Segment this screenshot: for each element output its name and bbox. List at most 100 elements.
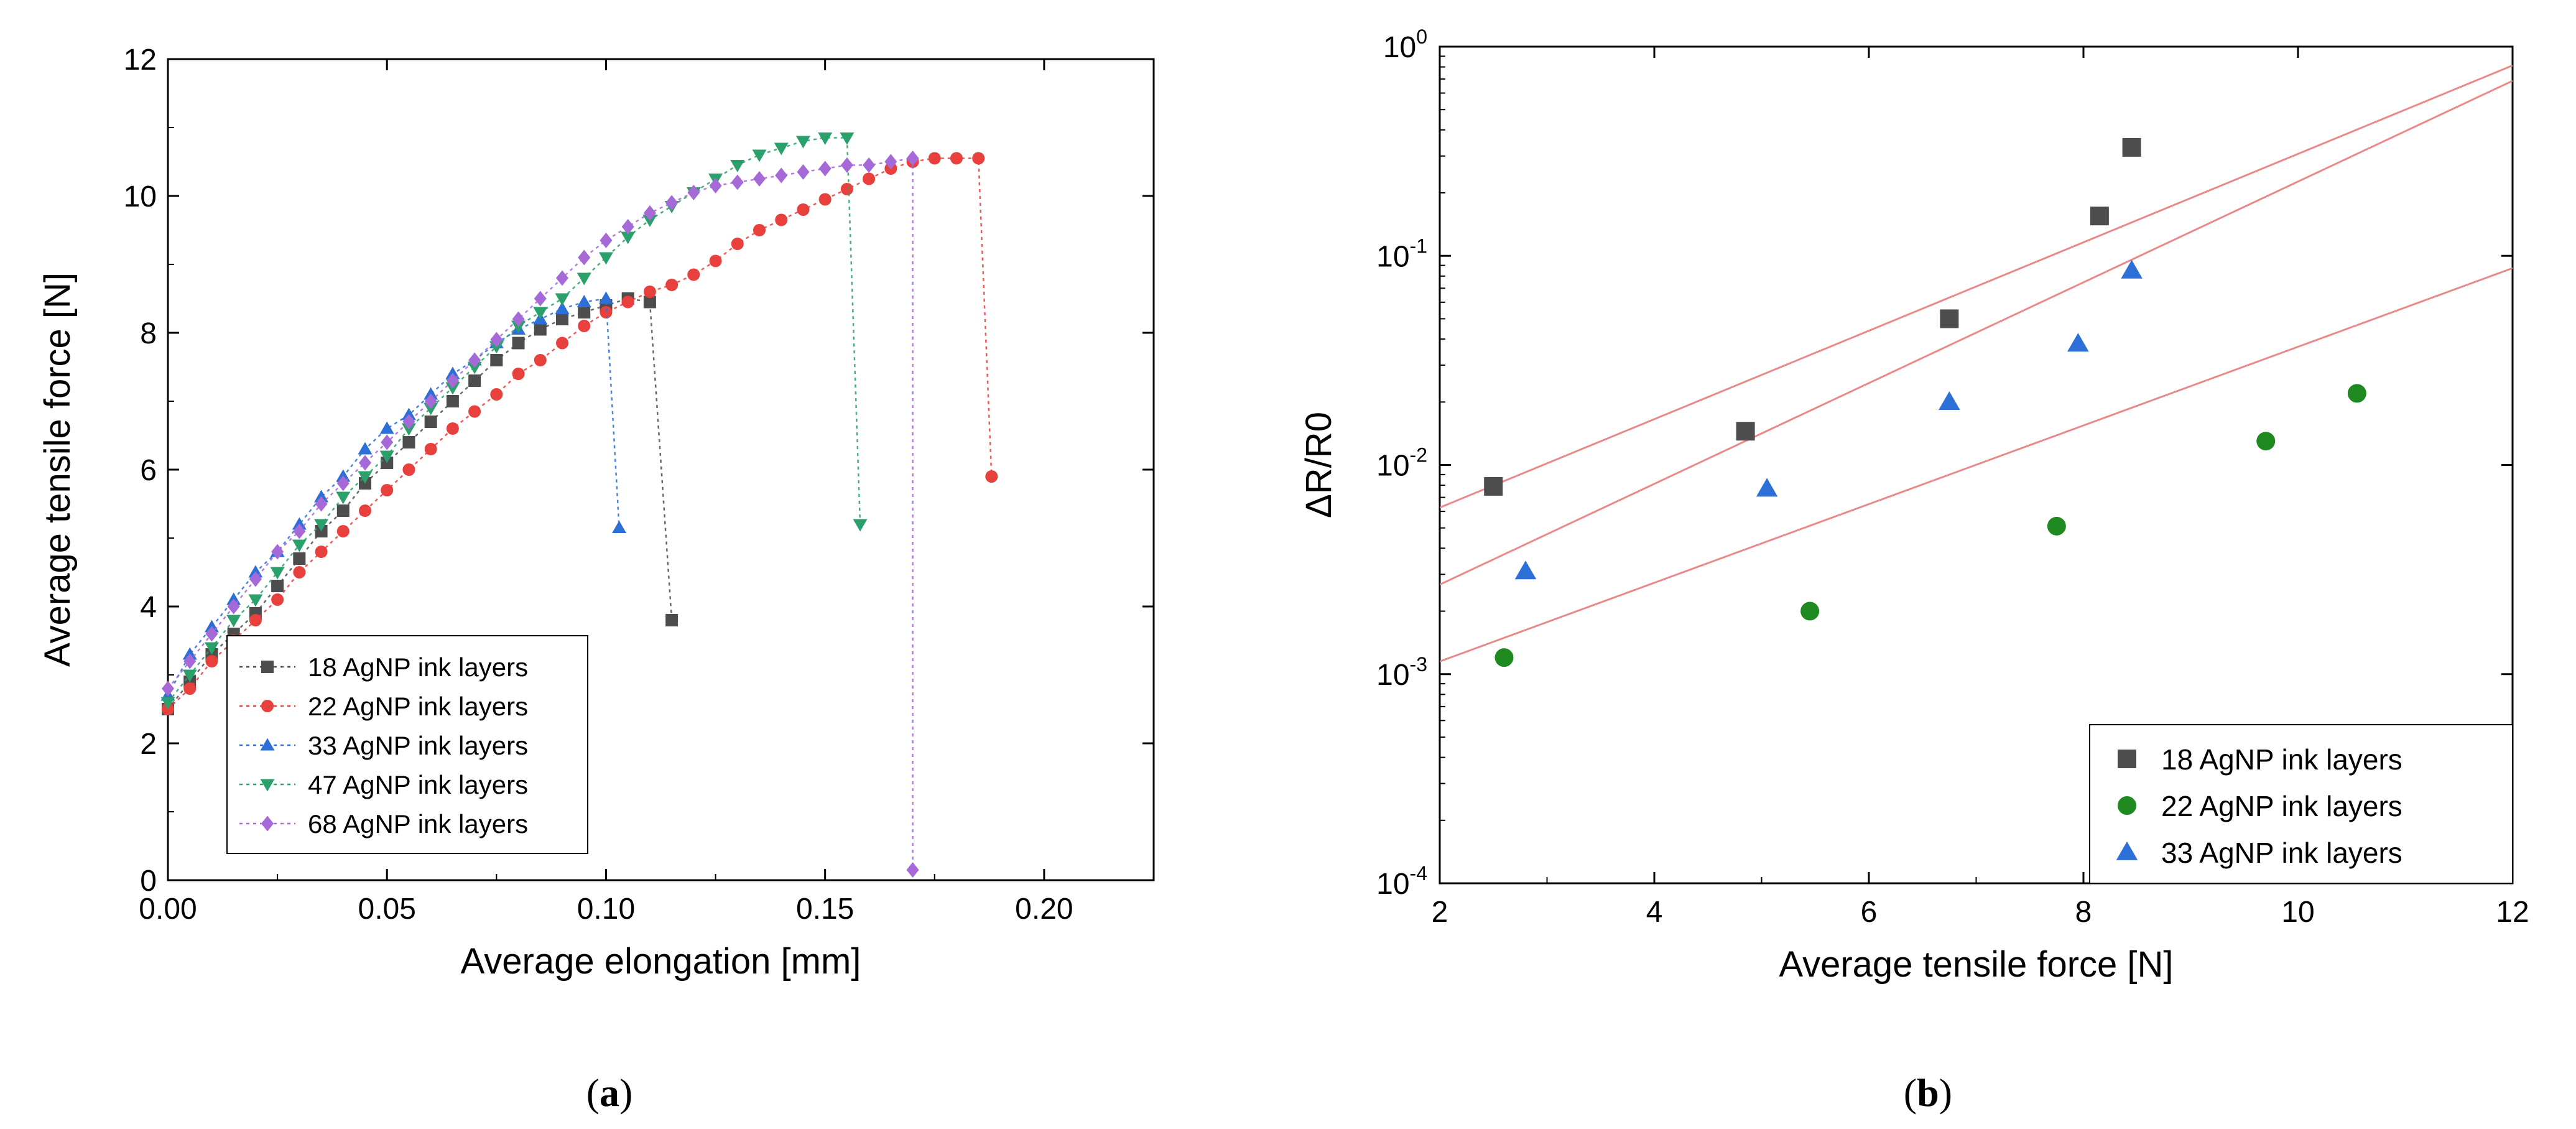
legend-entry-a: 33 AgNP ink layers	[308, 731, 528, 760]
legend-entry-a: 22 AgNP ink layers	[308, 692, 528, 721]
legend-entry-b: 33 AgNP ink layers	[2161, 837, 2402, 869]
data-point	[1484, 476, 1503, 496]
data-point	[600, 306, 613, 318]
data-point	[985, 470, 998, 483]
legend-entry-a: 68 AgNP ink layers	[308, 809, 528, 839]
data-point	[730, 160, 745, 172]
panel-label-b: (b)	[1904, 1071, 1952, 1115]
tick-exponent: -1	[1410, 235, 1427, 257]
series-22-agnp-ink-layers	[162, 152, 998, 715]
data-point	[556, 313, 568, 325]
data-point	[752, 149, 767, 162]
data-point	[2067, 333, 2089, 352]
data-point	[577, 295, 591, 307]
data-point	[1939, 391, 1960, 411]
panel-label-a: (a)	[586, 1071, 633, 1115]
data-point	[600, 233, 613, 248]
data-point	[731, 174, 744, 190]
data-point	[687, 268, 700, 281]
y-tick-label-b: 10-3	[1376, 653, 1427, 692]
data-point	[556, 337, 568, 350]
data-point	[162, 681, 174, 697]
data-point	[359, 504, 371, 517]
series-68-agnp-ink-layers	[162, 151, 919, 878]
data-point	[775, 213, 788, 226]
y-tick-label-b: 10-4	[1376, 862, 1427, 901]
legend-entry-a: 18 AgNP ink layers	[308, 653, 528, 682]
data-point	[446, 395, 459, 407]
data-point	[358, 442, 373, 455]
data-point	[468, 405, 481, 418]
data-point	[950, 152, 963, 165]
data-point	[446, 422, 459, 435]
data-point	[2090, 207, 2109, 226]
tick-base: 10	[1376, 450, 1409, 483]
data-point	[840, 183, 853, 195]
legend-marker-b	[2118, 750, 2136, 768]
data-point	[315, 496, 328, 512]
data-point	[578, 249, 591, 266]
chart-a: 0.00 0.05 0.10 0.15 0.20 0 2 4 6 8 10 12 Average elo…	[37, 44, 1155, 982]
data-point	[226, 615, 241, 628]
x-tick-label-b: 12	[2496, 896, 2529, 929]
y-tick-label-a: 2	[140, 728, 157, 761]
tick-base: 10	[1376, 659, 1409, 692]
y-axis-label-a: Average tensile force [N]	[37, 272, 78, 667]
data-point	[358, 471, 373, 484]
legend-marker-a	[260, 779, 275, 792]
y-tick-label-a: 10	[124, 180, 157, 213]
data-point	[840, 157, 853, 173]
y-tick-label-b: 10-1	[1376, 235, 1427, 273]
data-point	[731, 238, 744, 250]
data-point	[293, 566, 306, 578]
data-point	[753, 171, 766, 187]
data-point	[612, 521, 627, 533]
data-point	[2121, 259, 2143, 279]
x-tick-label-a: 0.05	[358, 893, 416, 926]
data-point	[379, 450, 394, 463]
data-point	[249, 571, 262, 587]
series-line-33-agnp-ink-layers	[167, 297, 620, 696]
data-point	[863, 172, 876, 185]
data-point	[972, 152, 985, 165]
x-tick-label-a: 0.20	[1015, 893, 1073, 926]
data-point	[271, 544, 284, 560]
data-point	[621, 295, 634, 309]
data-point	[424, 416, 437, 428]
data-point	[270, 567, 285, 580]
data-point	[182, 669, 197, 682]
data-point	[512, 368, 525, 380]
y-tick-label-a: 12	[124, 44, 157, 77]
y-tick-label-a: 8	[140, 317, 157, 350]
data-point	[490, 354, 503, 366]
data-point	[795, 136, 810, 149]
legend-marker-a	[261, 700, 274, 712]
data-point	[402, 463, 415, 476]
tick-exponent: -2	[1410, 444, 1427, 467]
x-tick-label-b: 8	[2075, 896, 2092, 929]
data-point	[797, 164, 810, 180]
data-point	[534, 290, 547, 307]
data-point	[797, 203, 810, 216]
data-point	[271, 593, 284, 606]
fit-curve-22-agnp-ink-layers	[1440, 267, 2513, 662]
data-point	[533, 307, 548, 320]
data-point	[884, 154, 897, 170]
data-point	[468, 352, 481, 368]
data-point	[1940, 309, 1959, 328]
data-point	[643, 295, 656, 309]
data-point	[336, 504, 350, 517]
y-tick-label-a: 6	[140, 454, 157, 487]
data-point	[665, 195, 679, 211]
tick-base: 10	[1376, 868, 1409, 901]
data-point	[577, 272, 591, 286]
data-point	[160, 697, 175, 710]
data-point	[402, 414, 415, 430]
data-point	[1736, 422, 1755, 441]
data-point	[336, 525, 350, 537]
data-point	[314, 519, 329, 532]
data-point	[249, 614, 262, 626]
data-point	[271, 580, 284, 592]
